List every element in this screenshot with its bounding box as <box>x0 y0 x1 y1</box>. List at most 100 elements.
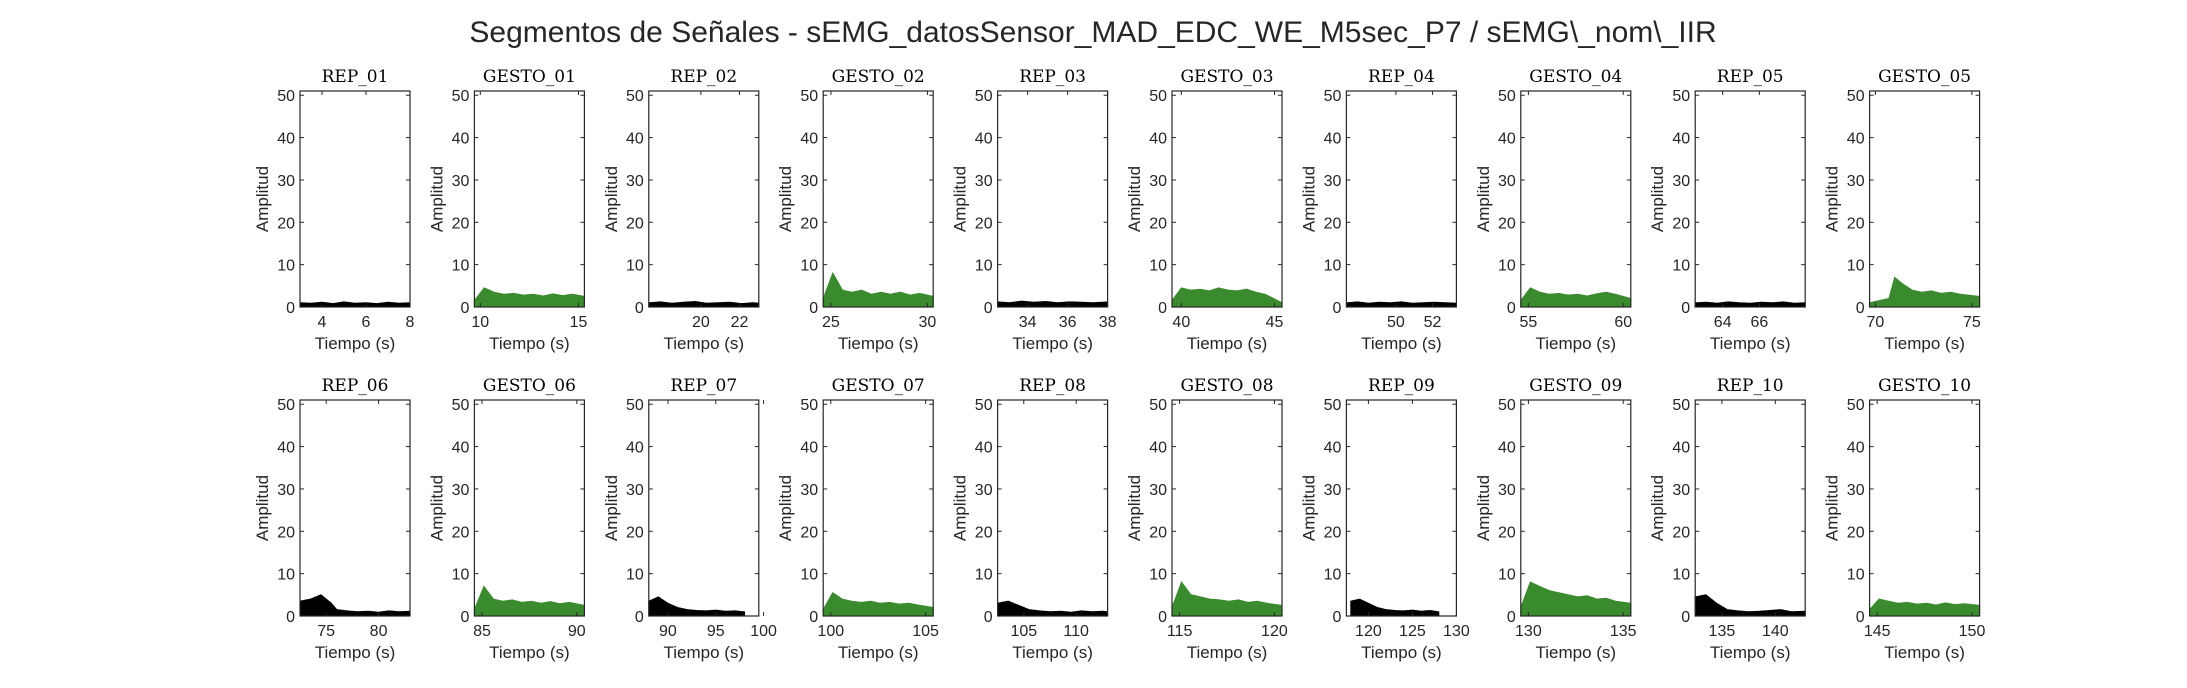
x-tick-label: 22 <box>731 314 749 331</box>
axes-box <box>649 400 759 616</box>
x-tick-label: 38 <box>1099 314 1117 331</box>
subplot-rep-03: 0 10 20 30 40 50 34 36 38 REP_03 Tiempo (s) Amplitu… <box>951 67 1117 353</box>
y-axis-label: Amplitud <box>1823 475 1842 541</box>
y-tick-label: 10 <box>1498 567 1516 584</box>
axes-box <box>1870 400 1980 616</box>
y-tick-label: 30 <box>626 482 644 499</box>
y-tick-label: 0 <box>1332 609 1341 626</box>
axes-box <box>1695 91 1805 307</box>
y-tick-label: 0 <box>984 609 993 626</box>
signal-area <box>1695 595 1805 616</box>
x-axis-label: Tiempo (s) <box>1710 643 1791 662</box>
y-tick-label: 40 <box>1324 440 1342 457</box>
axes-box <box>1172 400 1282 616</box>
signal-area <box>1172 288 1282 307</box>
y-tick-label: 30 <box>1672 173 1690 190</box>
subplot-title: REP_10 <box>1717 376 1784 396</box>
y-tick-label: 50 <box>626 397 644 414</box>
axes-box <box>649 91 759 307</box>
x-axis-label: Tiempo (s) <box>1884 334 1965 353</box>
x-tick-label: 30 <box>919 314 937 331</box>
y-axis-label: Amplitud <box>602 475 621 541</box>
axes-box <box>1695 400 1805 616</box>
y-tick-label: 10 <box>1324 567 1342 584</box>
y-tick-label: 10 <box>1847 567 1865 584</box>
y-tick-label: 20 <box>626 215 644 232</box>
y-tick-label: 20 <box>1324 215 1342 232</box>
x-tick-label: 130 <box>1443 623 1470 640</box>
y-tick-label: 10 <box>1672 567 1690 584</box>
y-tick-label: 20 <box>626 524 644 541</box>
axes-box <box>1346 400 1456 616</box>
subplot-gesto-06: 0 10 20 30 40 50 85 90 GESTO_06 Tiempo (s) Amplitu… <box>427 376 585 662</box>
y-tick-label: 20 <box>1498 524 1516 541</box>
y-tick-label: 40 <box>1847 440 1865 457</box>
x-axis-label: Tiempo (s) <box>1884 643 1965 662</box>
signal-area <box>998 301 1108 307</box>
y-tick-label: 0 <box>809 300 818 317</box>
subplot-title: GESTO_01 <box>483 67 576 87</box>
y-tick-label: 30 <box>975 173 993 190</box>
y-tick-label: 20 <box>1672 215 1690 232</box>
signal-area <box>474 288 584 307</box>
y-tick-label: 50 <box>277 397 295 414</box>
x-tick-label: 135 <box>1610 623 1637 640</box>
y-tick-label: 10 <box>1149 567 1167 584</box>
x-axis-label: Tiempo (s) <box>315 643 396 662</box>
x-tick-label: 36 <box>1059 314 1077 331</box>
subplot-title: REP_02 <box>670 67 737 87</box>
x-tick-label: 125 <box>1399 623 1426 640</box>
y-tick-label: 10 <box>452 258 470 275</box>
y-axis-label: Amplitud <box>776 166 795 232</box>
subplot-title: REP_09 <box>1368 376 1435 396</box>
y-tick-label: 20 <box>1324 524 1342 541</box>
y-tick-label: 30 <box>1847 482 1865 499</box>
y-tick-label: 20 <box>975 215 993 232</box>
y-tick-label: 0 <box>1681 300 1690 317</box>
y-tick-label: 10 <box>1672 258 1690 275</box>
x-tick-label: 135 <box>1709 623 1736 640</box>
y-tick-label: 40 <box>1324 131 1342 148</box>
y-tick-label: 30 <box>277 482 295 499</box>
y-tick-label: 30 <box>277 173 295 190</box>
x-tick-label: 100 <box>817 623 844 640</box>
y-tick-label: 50 <box>1498 397 1516 414</box>
subplot-title: GESTO_04 <box>1529 67 1622 87</box>
y-tick-label: 0 <box>1158 609 1167 626</box>
subplot-title: REP_08 <box>1019 376 1086 396</box>
y-tick-label: 50 <box>452 397 470 414</box>
x-tick-label: 90 <box>568 623 586 640</box>
subplot-rep-08: 01020304050105 110REP_08Tiempo (s)Amplitu… <box>951 376 1108 662</box>
axes-box <box>1521 400 1631 616</box>
y-axis-label: Amplitud <box>1648 475 1667 541</box>
y-tick-label: 10 <box>277 258 295 275</box>
y-axis-label: Amplitud <box>1823 166 1842 232</box>
y-axis-label: Amplitud <box>602 166 621 232</box>
x-axis-label: Tiempo (s) <box>1012 334 1093 353</box>
subplot-gesto-10: 0 10 20 30 40 50 145 150 GESTO_10 Tiempo (s) Ampli… <box>1823 376 1986 662</box>
x-axis-label: Tiempo (s) <box>315 334 396 353</box>
y-tick-label: 20 <box>1149 215 1167 232</box>
y-tick-label: 0 <box>460 300 469 317</box>
x-tick-label: 130 <box>1515 623 1542 640</box>
subplot-rep-09: 01020304050120 125 130REP_09Tiempo (s)Ampl… <box>1299 376 1469 662</box>
y-tick-label: 10 <box>452 567 470 584</box>
y-tick-label: 20 <box>1847 524 1865 541</box>
x-tick-label: 20 <box>692 314 710 331</box>
axes-box <box>823 400 933 616</box>
x-tick-label: 75 <box>317 623 335 640</box>
subplot-title: GESTO_09 <box>1529 376 1622 396</box>
axes-box <box>1521 91 1631 307</box>
y-tick-label: 20 <box>1498 215 1516 232</box>
x-tick-label: 115 <box>1167 623 1193 640</box>
y-tick-label: 30 <box>975 482 993 499</box>
y-axis-label: Amplitud <box>951 166 970 232</box>
x-tick-label: 150 <box>1959 623 1986 640</box>
x-tick-label: 4 <box>318 314 327 331</box>
axes-box <box>823 91 933 307</box>
y-tick-label: 50 <box>452 88 470 105</box>
subplot-rep-02: 0 10 20 30 40 50 20 22 REP_02 Tiempo (s) Amplitud <box>602 67 759 353</box>
x-tick-label: 110 <box>1063 623 1089 640</box>
subplot-rep-06: 0102030405075 80REP_06Tiempo (s)Amplitud <box>253 376 410 662</box>
